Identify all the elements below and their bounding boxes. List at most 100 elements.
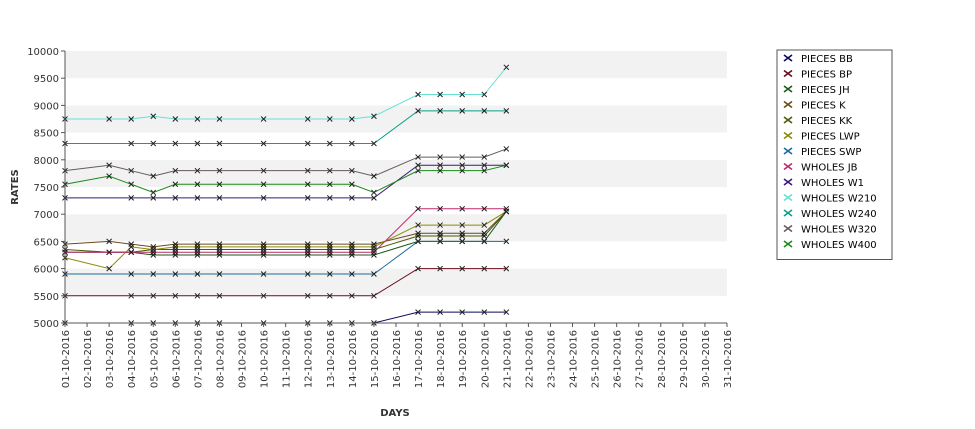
- data-point: [326, 181, 333, 188]
- x-tick-label: 01-10-2016: [61, 330, 72, 388]
- legend-item: WHOLES W210: [783, 193, 877, 205]
- data-point: [150, 195, 157, 201]
- data-point: [459, 238, 466, 245]
- x-tick-label: 28-10-2016: [657, 330, 668, 388]
- data-point: [415, 91, 421, 98]
- data-point: [437, 167, 443, 174]
- data-point: [260, 140, 267, 147]
- data-markers: [62, 64, 510, 326]
- data-point: [194, 243, 201, 250]
- data-point: [172, 167, 179, 174]
- data-point: [349, 140, 355, 147]
- data-point: [172, 181, 179, 188]
- data-point: [216, 249, 223, 256]
- data-point: [326, 116, 333, 122]
- data-point: [172, 195, 179, 201]
- legend-item: PIECES LWP: [783, 132, 860, 143]
- data-point: [459, 107, 466, 114]
- data-point: [216, 271, 223, 277]
- x-tick-label: 09-10-2016: [238, 330, 249, 388]
- data-point: [106, 238, 112, 245]
- data-point: [216, 116, 223, 122]
- x-tick-label: 18-10-2016: [436, 330, 447, 388]
- legend-marker-icon: [783, 193, 793, 202]
- legend-marker-icon: [783, 54, 793, 62]
- data-point: [349, 243, 355, 250]
- data-point: [172, 116, 179, 122]
- legend-item: WHOLES W320: [783, 225, 877, 236]
- legend-label: WHOLES W320: [801, 225, 877, 236]
- data-point: [481, 91, 488, 98]
- data-point: [326, 140, 333, 147]
- data-point: [216, 292, 223, 299]
- data-point: [503, 64, 510, 71]
- x-tick-label: 19-10-2016: [458, 330, 469, 388]
- data-point: [459, 205, 466, 212]
- legend-item: PIECES BB: [783, 54, 853, 65]
- series-line: [65, 208, 507, 253]
- data-point: [150, 140, 157, 147]
- data-point: [172, 140, 179, 147]
- data-point: [304, 140, 311, 147]
- legend-label: PIECES BP: [801, 70, 852, 81]
- data-point: [503, 205, 510, 212]
- data-point: [437, 309, 443, 315]
- y-axis: 5000 5500 6000 6500 7000 7500 8000 8500 9000 9500…: [27, 47, 66, 330]
- data-point: [459, 222, 466, 228]
- y-tick-label: 9500: [34, 74, 59, 85]
- data-point: [481, 222, 488, 228]
- legend-label: WHOLES JB: [801, 163, 858, 174]
- data-point: [150, 271, 157, 277]
- data-point: [106, 249, 112, 256]
- data-point: [415, 238, 421, 245]
- legend-label: WHOLES W210: [801, 194, 877, 205]
- data-point: [459, 154, 466, 160]
- data-point: [437, 162, 443, 169]
- data-point: [349, 292, 355, 299]
- data-point: [503, 107, 510, 114]
- x-tick-label: 16-10-2016: [392, 330, 403, 388]
- grid-band: [65, 78, 727, 106]
- data-point: [503, 162, 510, 169]
- data-point: [304, 167, 311, 174]
- x-tick-label: 25-10-2016: [591, 330, 602, 388]
- data-point: [481, 309, 488, 315]
- x-tick-label: 24-10-2016: [569, 330, 580, 388]
- data-point: [216, 140, 223, 147]
- data-point: [194, 181, 201, 188]
- data-point: [326, 292, 333, 299]
- y-tick-label: 8500: [34, 129, 59, 140]
- data-point: [216, 181, 223, 188]
- data-point: [349, 271, 355, 277]
- data-point: [260, 195, 267, 201]
- data-point: [326, 243, 333, 250]
- data-point: [437, 233, 443, 239]
- data-point: [172, 249, 179, 256]
- y-tick-label: 7000: [34, 210, 59, 221]
- legend-item: WHOLES W240: [783, 209, 877, 220]
- data-point: [150, 249, 157, 256]
- y-tick-label: 5500: [34, 292, 59, 303]
- x-tick-label: 06-10-2016: [171, 330, 182, 388]
- x-tick-label: 05-10-2016: [149, 330, 160, 388]
- data-point: [481, 205, 488, 212]
- data-point: [128, 292, 135, 299]
- data-point: [415, 309, 421, 315]
- grid-bands: [65, 51, 727, 323]
- data-point: [415, 162, 421, 169]
- grid-band: [65, 105, 727, 133]
- data-point: [481, 238, 488, 245]
- x-tick-label: 26-10-2016: [613, 330, 624, 388]
- legend-label: WHOLES W400: [801, 240, 877, 251]
- legend-item: PIECES SWP: [783, 147, 861, 158]
- x-tick-label: 03-10-2016: [105, 330, 116, 388]
- y-tick-label: 5000: [34, 319, 59, 330]
- legend-marker-icon: [783, 116, 793, 124]
- legend-label: PIECES K: [801, 101, 846, 112]
- legend-label: PIECES JH: [801, 85, 850, 96]
- legend-item: PIECES K: [783, 101, 846, 112]
- data-point: [503, 238, 510, 245]
- legend-item: PIECES BP: [783, 70, 852, 81]
- data-point: [304, 271, 311, 277]
- data-point: [349, 181, 355, 188]
